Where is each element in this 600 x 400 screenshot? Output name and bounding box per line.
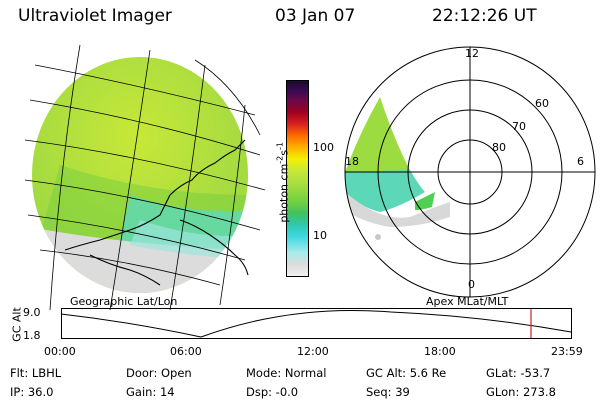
gain-info: Gain: 14 [126,385,175,399]
door-info: Door: Open [126,366,192,380]
ip-info: IP: 36.0 [10,385,54,399]
date-label: 03 Jan 07 [275,6,356,26]
time-label: 22:12:26 UT [432,6,537,26]
altitude-axis-label: GC Alt [10,307,24,342]
right-panel-caption: Apex MLat/MLT [426,295,509,308]
app-title: Ultraviolet Imager [18,6,172,26]
colorbar-tick-100: 100 [313,141,334,154]
altitude-ytick-bottom: 1.8 [23,329,41,342]
glat-info: GLat: -53.7 [486,366,551,380]
gc-alt-info: GC Alt: 5.6 Re [366,366,447,380]
altitude-xtick-0600: 06:00 [170,345,202,358]
mlt-label-6: 6 [577,155,584,168]
lat-label-60: 60 [535,97,549,110]
altitude-xtick-2359: 23:59 [551,345,583,358]
lat-label-70: 70 [512,120,526,133]
polar-plot [344,46,596,298]
colorbar-unit-label: photon cm-2s-1 [275,142,291,223]
dsp-info: Dsp: -0.0 [246,385,299,399]
left-panel-caption: Geographic Lat/Lon [70,295,178,308]
geographic-image [24,44,266,311]
altitude-plot [60,308,572,339]
altitude-ytick-top: 9.0 [23,306,41,319]
altitude-xtick-1200: 12:00 [297,345,329,358]
lat-label-80: 80 [492,141,506,154]
glon-info: GLon: 273.8 [486,385,556,399]
altitude-xtick-0000: 00:00 [44,345,76,358]
seq-info: Seq: 39 [366,385,410,399]
mlt-label-12: 12 [465,47,479,60]
filter-info: Flt: LBHL [10,366,62,380]
mode-info: Mode: Normal [246,366,327,380]
mlt-label-18: 18 [345,155,359,168]
colorbar [286,80,309,277]
altitude-xtick-1800: 18:00 [424,345,456,358]
colorbar-tick-10: 10 [313,229,327,242]
mlt-label-0: 0 [468,278,475,291]
